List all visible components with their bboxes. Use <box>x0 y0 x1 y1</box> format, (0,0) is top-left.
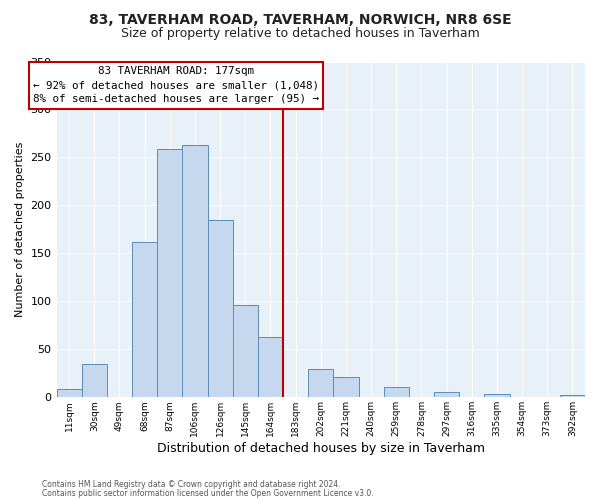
Bar <box>434 392 459 398</box>
Bar <box>484 394 509 398</box>
Bar <box>132 242 157 398</box>
Bar <box>208 220 233 398</box>
Bar <box>82 364 107 398</box>
Text: Contains HM Land Registry data © Crown copyright and database right 2024.: Contains HM Land Registry data © Crown c… <box>42 480 341 489</box>
Bar <box>258 337 283 398</box>
Text: 83 TAVERHAM ROAD: 177sqm
← 92% of detached houses are smaller (1,048)
8% of semi: 83 TAVERHAM ROAD: 177sqm ← 92% of detach… <box>33 66 319 104</box>
Bar <box>334 377 359 398</box>
Text: 83, TAVERHAM ROAD, TAVERHAM, NORWICH, NR8 6SE: 83, TAVERHAM ROAD, TAVERHAM, NORWICH, NR… <box>89 12 511 26</box>
Bar <box>560 396 585 398</box>
Bar <box>383 386 409 398</box>
Bar <box>233 305 258 398</box>
Bar <box>308 370 334 398</box>
Bar <box>182 145 208 398</box>
Bar <box>157 149 182 398</box>
Bar <box>56 388 82 398</box>
Y-axis label: Number of detached properties: Number of detached properties <box>15 142 25 317</box>
X-axis label: Distribution of detached houses by size in Taverham: Distribution of detached houses by size … <box>157 442 485 455</box>
Text: Contains public sector information licensed under the Open Government Licence v3: Contains public sector information licen… <box>42 488 374 498</box>
Text: Size of property relative to detached houses in Taverham: Size of property relative to detached ho… <box>121 28 479 40</box>
